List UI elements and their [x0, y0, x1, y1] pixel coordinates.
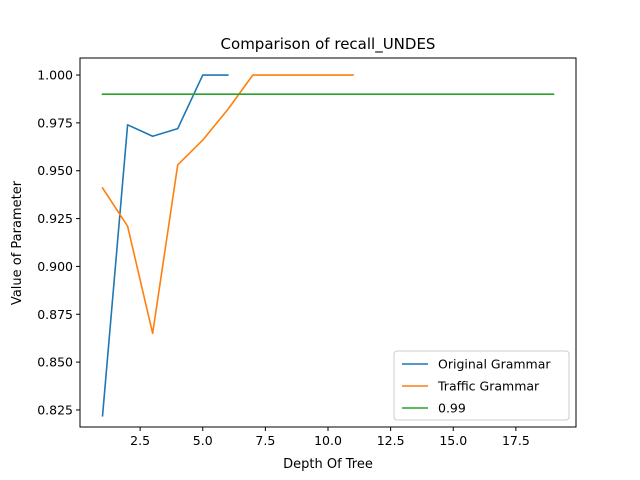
x-tick-label: 7.5 — [255, 433, 275, 448]
y-tick-label: 0.900 — [37, 259, 73, 274]
y-tick-label: 0.975 — [37, 115, 73, 130]
x-tick-label: 5.0 — [193, 433, 213, 448]
y-tick-label: 0.950 — [37, 163, 73, 178]
legend-label: Original Grammar — [438, 357, 551, 372]
y-tick-label: 0.850 — [37, 355, 73, 370]
x-axis-label: Depth Of Tree — [283, 457, 373, 472]
x-tick-label: 12.5 — [377, 433, 405, 448]
y-tick-label: 1.000 — [37, 68, 73, 83]
y-tick-label: 0.925 — [37, 211, 73, 226]
legend-box — [393, 350, 570, 421]
x-tick-label: 10.0 — [314, 433, 342, 448]
x-tick-label: 15.0 — [439, 433, 467, 448]
x-axis-ticks: 2.5 5.0 7.5 10.0 12.5 15.0 17.5 — [130, 427, 530, 448]
x-tick-label: 2.5 — [130, 433, 150, 448]
x-tick-label: 17.5 — [502, 433, 530, 448]
y-axis-ticks: 0.825 0.850 0.875 0.900 0.925 0.950 0.975 1.000 — [37, 68, 80, 417]
y-tick-label: 0.875 — [37, 307, 73, 322]
series-line-0 — [101, 74, 229, 417]
series-line-1 — [101, 74, 354, 335]
legend-label: 0.99 — [438, 401, 466, 416]
y-axis-label: Value of Parameter — [10, 180, 25, 305]
legend: Original Grammar Traffic Grammar 0.99 — [393, 350, 570, 421]
chart-title: Comparison of recall_UNDES — [221, 35, 436, 54]
plot-lines — [101, 74, 555, 417]
legend-label: Traffic Grammar — [437, 379, 540, 394]
y-tick-label: 0.825 — [37, 402, 73, 417]
